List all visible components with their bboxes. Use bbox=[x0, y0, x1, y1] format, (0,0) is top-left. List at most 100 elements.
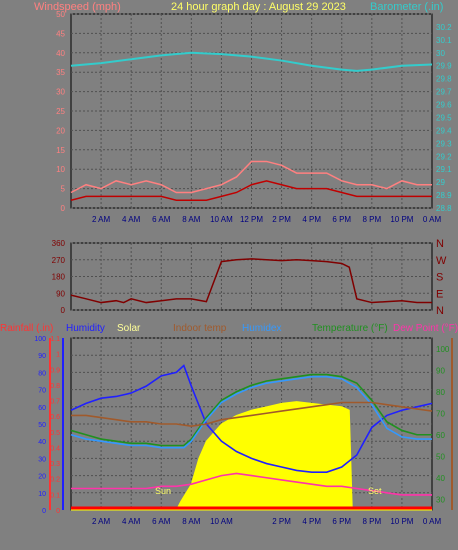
temperature-tick-label: 70 bbox=[436, 409, 445, 418]
direction-tick-label: 180 bbox=[52, 273, 66, 282]
x-tick-label: 10 PM bbox=[390, 517, 413, 526]
humidity-tick-label: 50 bbox=[38, 422, 46, 429]
compass-label: W bbox=[436, 255, 447, 267]
humidity-tick-label: 60 bbox=[38, 405, 46, 412]
chart-title: 24 hour graph day : August 29 2023 bbox=[171, 1, 346, 13]
legend-entry: Solar bbox=[117, 323, 141, 334]
series-line-dew-point bbox=[71, 472, 432, 496]
compass-label: S bbox=[436, 272, 443, 284]
temperature-ticks: 30 40 50 60 70 80 90 100 bbox=[436, 338, 453, 510]
panel1-x-ticks: 2 AM 4 AM 6 AM 8 AM 10 AM 12 PM 2 PM 4 PM 6 PM 8 … bbox=[92, 215, 441, 224]
temperature-tick-label: 30 bbox=[436, 495, 445, 504]
barometer-tick-label: 29.8 bbox=[436, 75, 452, 84]
x-tick-label: 6 PM bbox=[332, 517, 351, 526]
rain-tick-label: 0.3 bbox=[50, 461, 60, 468]
barometer-ticks: 28.8 28.9 29 29.1 29.2 29.3 29.4 29.5 29.6 29.7 29… bbox=[436, 23, 452, 213]
barometer-tick-label: 28.9 bbox=[436, 191, 452, 200]
humidity-tick-label: 100 bbox=[34, 336, 46, 343]
barometer-axis-label: Barometer (.in) bbox=[370, 1, 443, 13]
windspeed-tick-label: 45 bbox=[56, 29, 65, 38]
legend-entry: Temperature (°F) bbox=[312, 323, 388, 334]
windspeed-grid bbox=[71, 13, 432, 209]
x-tick-label: 0 AM bbox=[423, 517, 442, 526]
barometer-tick-label: 30.2 bbox=[436, 23, 452, 32]
barometer-tick-label: 29.4 bbox=[436, 126, 452, 135]
barometer-tick-label: 29.7 bbox=[436, 88, 452, 97]
x-tick-label: 8 PM bbox=[362, 215, 381, 224]
direction-tick-label: 0 bbox=[61, 306, 66, 315]
windspeed-tick-label: 0 bbox=[61, 204, 66, 213]
barometer-tick-label: 29.5 bbox=[436, 113, 452, 122]
legend-entry: Dew Point (°F) bbox=[393, 323, 458, 334]
rain-tick-label: 0.5 bbox=[50, 430, 60, 437]
series-line-wind-speed bbox=[70, 180, 432, 201]
temperature-tick-label: 50 bbox=[436, 452, 445, 461]
legend-entry: Humidex bbox=[242, 323, 281, 334]
humidity-tick-label: 90 bbox=[38, 353, 46, 360]
windspeed-tick-label: 25 bbox=[56, 107, 65, 116]
panel3-series bbox=[70, 364, 433, 511]
x-tick-label: 2 PM bbox=[272, 215, 291, 224]
compass-label: N bbox=[436, 238, 444, 250]
x-tick-label: 2 AM bbox=[92, 517, 111, 526]
windspeed-tick-label: 50 bbox=[56, 10, 65, 19]
rain-tick-label: 0 bbox=[56, 508, 60, 515]
series-line-wind-gust bbox=[70, 160, 432, 194]
x-tick-label: 4 PM bbox=[302, 517, 321, 526]
humidity-tick-label: 40 bbox=[38, 439, 46, 446]
humidity-tick-label: 30 bbox=[38, 456, 46, 463]
windspeed-tick-label: 20 bbox=[56, 126, 65, 135]
windspeed-tick-label: 40 bbox=[56, 49, 65, 58]
x-tick-label: 10 AM bbox=[210, 215, 233, 224]
x-tick-label: 4 AM bbox=[122, 215, 141, 224]
barometer-tick-label: 28.8 bbox=[436, 204, 452, 213]
x-tick-label: 8 AM bbox=[182, 517, 201, 526]
windspeed-axis-label: Windspeed (mph) bbox=[34, 1, 121, 13]
temperature-tick-label: 40 bbox=[436, 474, 445, 483]
temperature-tick-label: 80 bbox=[436, 388, 445, 397]
series-line-wind-direction bbox=[70, 258, 432, 304]
compass-label: N bbox=[436, 305, 444, 317]
humidity-tick-label: 70 bbox=[38, 388, 46, 395]
barometer-tick-label: 29.6 bbox=[436, 101, 452, 110]
rain-tick-label: 0.2 bbox=[50, 477, 60, 484]
series-line-temperature bbox=[70, 373, 432, 447]
x-tick-label: 4 PM bbox=[302, 215, 321, 224]
x-tick-label: 8 PM bbox=[362, 517, 381, 526]
barometer-tick-label: 29 bbox=[436, 178, 445, 187]
direction-tick-label: 360 bbox=[52, 239, 66, 248]
wind-direction-grid bbox=[71, 242, 432, 311]
barometer-tick-label: 30 bbox=[436, 49, 445, 58]
series-line-barometer bbox=[70, 51, 433, 72]
rain-tick-label: 0.8 bbox=[50, 383, 60, 390]
barometer-tick-label: 29.3 bbox=[436, 139, 452, 148]
rain-tick-label: 0.1 bbox=[50, 492, 60, 499]
rain-tick-label: 0.6 bbox=[50, 414, 60, 421]
x-tick-label: 10 AM bbox=[210, 517, 233, 526]
barometer-tick-label: 29.2 bbox=[436, 152, 452, 161]
annotation-set: Set bbox=[368, 486, 382, 496]
windspeed-ticks: 0 5 10 15 20 25 30 35 40 45 50 bbox=[56, 10, 65, 213]
rain-tick-label: 1 bbox=[56, 352, 60, 359]
windspeed-tick-label: 30 bbox=[56, 88, 65, 97]
legend-entry: Rainfall (.in) bbox=[0, 323, 53, 334]
panel1-series bbox=[70, 51, 433, 201]
legend-entry: Indoor temp bbox=[173, 323, 227, 334]
rain-tick-label: 0.9 bbox=[50, 367, 60, 374]
x-tick-label: 6 PM bbox=[332, 215, 351, 224]
panel2-series bbox=[70, 258, 432, 304]
rain-tick-label: 1.1 bbox=[50, 336, 60, 343]
humidity-tick-label: 80 bbox=[38, 370, 46, 377]
direction-tick-label: 90 bbox=[56, 289, 65, 298]
panel3-x-ticks: 2 AM 4 AM 6 AM 8 AM 10 AM 2 PM 4 PM 6 PM 8 PM 10 … bbox=[92, 517, 441, 526]
humidity-tick-label: 0 bbox=[42, 508, 46, 515]
series-line-humidity bbox=[70, 364, 433, 473]
x-tick-label: 6 AM bbox=[152, 517, 171, 526]
x-tick-label: 4 AM bbox=[122, 517, 141, 526]
x-tick-label: 10 PM bbox=[390, 215, 413, 224]
rain-tick-label: 0.7 bbox=[50, 399, 60, 406]
compass-label: E bbox=[436, 288, 443, 300]
temperature-tick-label: 100 bbox=[436, 345, 450, 354]
